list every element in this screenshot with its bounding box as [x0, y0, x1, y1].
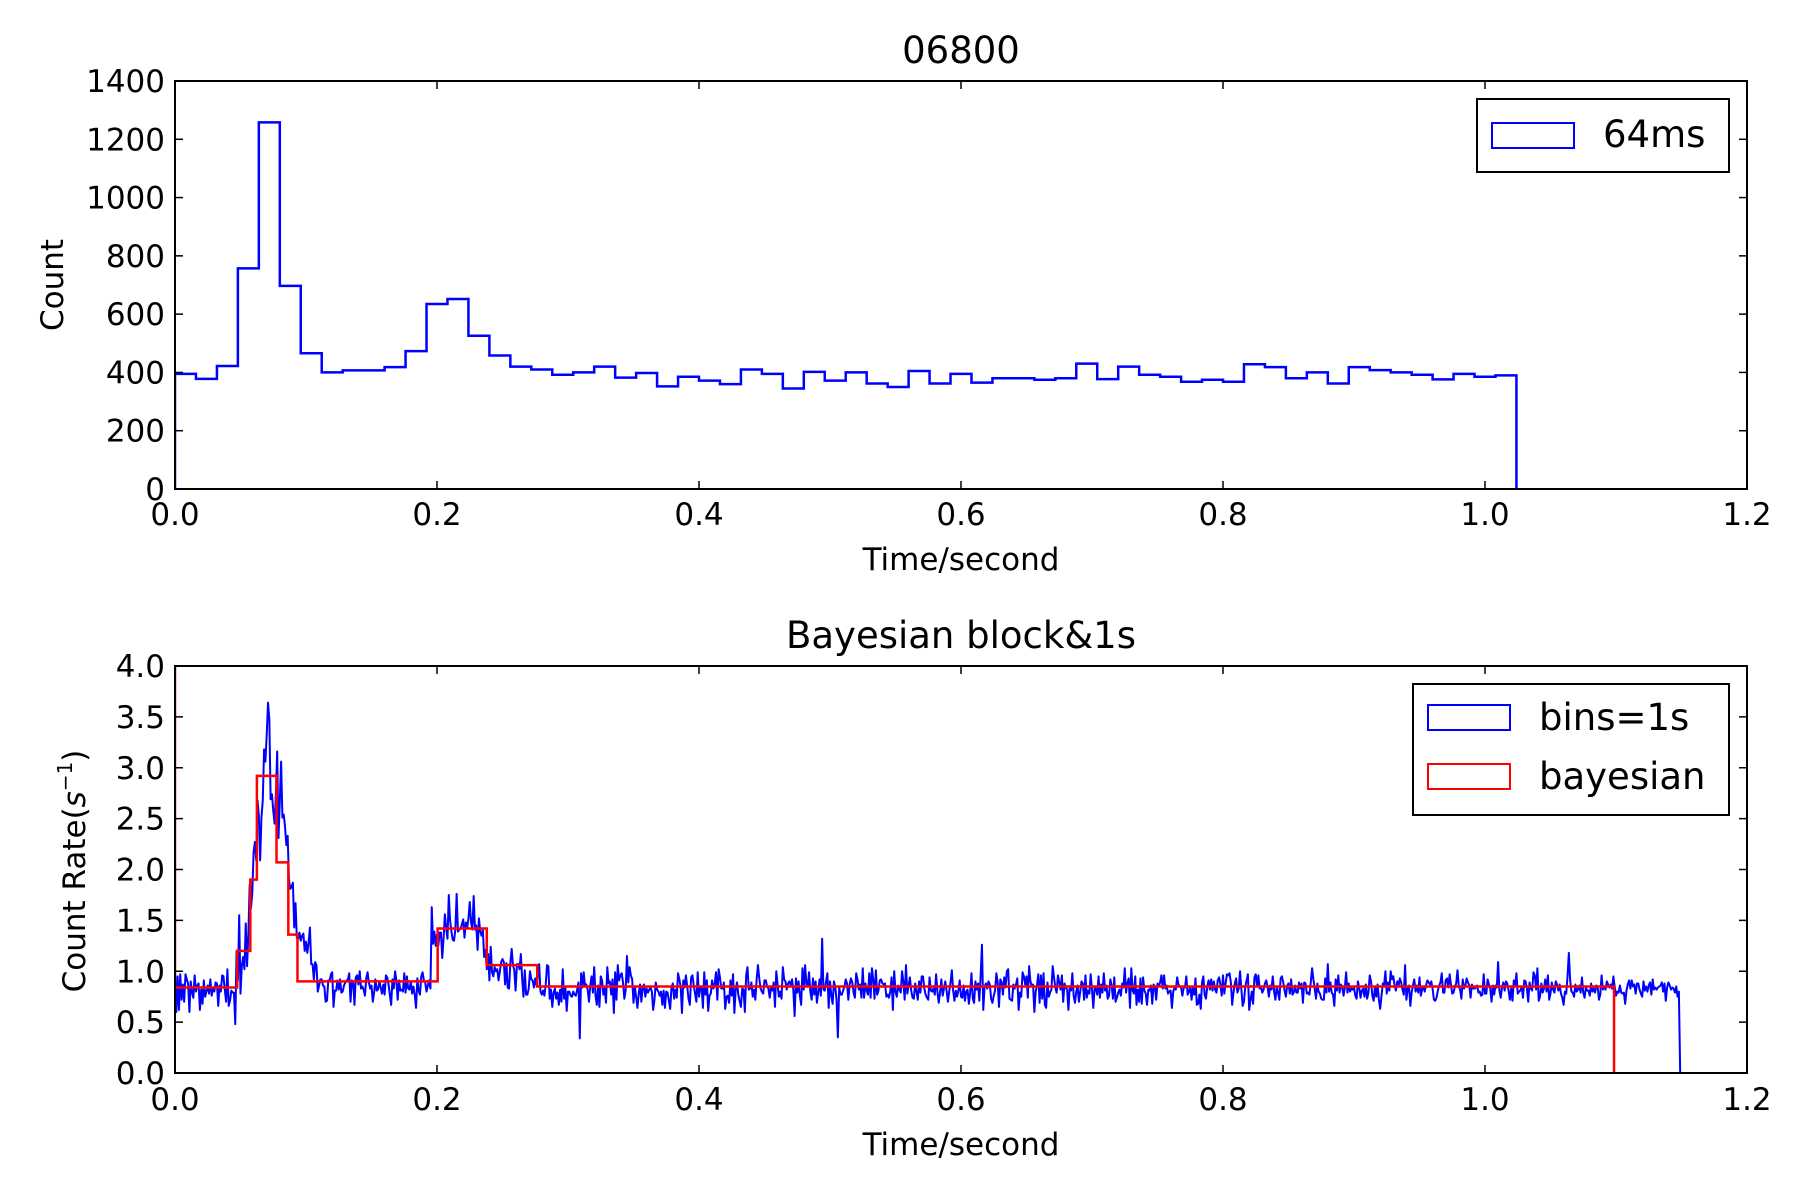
top-y-tick-label: 200 [106, 414, 165, 450]
bottom-legend-swatch-bins [1427, 704, 1511, 731]
bottom-chart: Bayesian block&1s 0.0 0.2 0.4 0.6 0.8 1.0 1.2 … [53, 614, 1772, 1163]
top-y-tick-label: 600 [106, 297, 165, 333]
top-y-axis-label: Count [35, 239, 71, 331]
bottom-x-tick-label: 0.0 [150, 1082, 199, 1118]
top-y-tick-label: 1000 [86, 181, 165, 217]
bottom-x-tick-label: 0.4 [674, 1082, 723, 1118]
bottom-y-tick-label: 2.5 [116, 802, 165, 838]
bottom-x-tick-label: 0.2 [412, 1082, 461, 1118]
top-plot-area [175, 121, 1518, 489]
bottom-y-axis-label-close: ) [57, 750, 93, 762]
top-x-tick-label: 0.0 [150, 497, 199, 533]
top-legend-box [1476, 98, 1730, 173]
top-x-tick-label: 0.8 [1198, 497, 1247, 533]
bottom-y-tick-label: 1.5 [116, 903, 165, 939]
bottom-x-tick-label: 0.6 [936, 1082, 985, 1118]
bottom-y-tick-label: 3.0 [116, 751, 165, 787]
top-legend-label-64ms: 64ms [1603, 113, 1705, 156]
bottom-x-tick-label: 1.0 [1460, 1082, 1509, 1118]
top-x-axis-label: Time/second [862, 542, 1060, 578]
top-x-axis: 0.0 0.2 0.4 0.6 0.8 1.0 1.2 [150, 81, 1772, 533]
bottom-y-tick-label: 3.5 [116, 700, 165, 736]
bottom-legend: bins=1s bayesian [1412, 683, 1730, 816]
top-legend: 64ms [1476, 98, 1730, 173]
bottom-y-tick-label: 0.0 [116, 1056, 165, 1092]
bottom-y-tick-label: 0.5 [116, 1005, 165, 1041]
bottom-x-tick-label: 0.8 [1198, 1082, 1247, 1118]
bottom-chart-title: Bayesian block&1s [786, 614, 1136, 657]
bottom-legend-swatch-bayesian [1427, 763, 1511, 790]
top-x-tick-label: 1.0 [1460, 497, 1509, 533]
series-64ms-step-line [175, 121, 1518, 489]
top-y-tick-label: 0 [145, 472, 165, 508]
bottom-legend-label-bayesian: bayesian [1539, 755, 1706, 798]
top-y-tick-label: 1200 [86, 122, 165, 158]
top-x-tick-label: 0.6 [936, 497, 985, 533]
top-x-tick-label: 0.4 [674, 497, 723, 533]
top-series-group [175, 121, 1518, 489]
bottom-y-tick-label: 2.0 [116, 853, 165, 889]
top-axes-frame [174, 80, 1748, 490]
top-y-tick-label: 1400 [86, 64, 165, 100]
bottom-x-axis: 0.0 0.2 0.4 0.6 0.8 1.0 1.2 [150, 666, 1772, 1118]
bottom-y-axis-label: Count Rate(s−1) [53, 750, 93, 993]
bottom-y-axis-label-exponent: −1 [53, 762, 77, 791]
top-chart-title: 06800 [902, 29, 1020, 72]
series-bins-1s-line [175, 701, 1682, 1073]
bottom-y-tick-label: 4.0 [116, 649, 165, 685]
bottom-legend-label-bins: bins=1s [1539, 696, 1689, 739]
bottom-y-axis-label-text: Count Rate( [57, 807, 93, 992]
top-y-tick-label: 400 [106, 355, 165, 391]
bottom-axes-frame [174, 665, 1748, 1074]
bottom-series-group [175, 666, 1682, 1073]
bottom-y-axis-label-symbol: s [57, 791, 93, 807]
bottom-x-axis-label: Time/second [862, 1127, 1060, 1163]
bottom-x-tick-label: 1.2 [1722, 1082, 1771, 1118]
top-legend-swatch-64ms [1491, 122, 1575, 149]
top-y-axis: 0 200 400 600 800 1000 1200 1400 [86, 64, 1747, 508]
top-x-tick-label: 0.2 [412, 497, 461, 533]
bottom-y-tick-label: 1.0 [116, 954, 165, 990]
bottom-y-axis: 0.0 0.5 1.0 1.5 2.0 2.5 3.0 3.5 4.0 [116, 649, 1747, 1092]
top-y-tick-label: 800 [106, 239, 165, 275]
series-bayesian-step-line [175, 666, 1616, 1073]
top-x-tick-label: 1.2 [1722, 497, 1771, 533]
bottom-plot-area [175, 666, 1682, 1073]
